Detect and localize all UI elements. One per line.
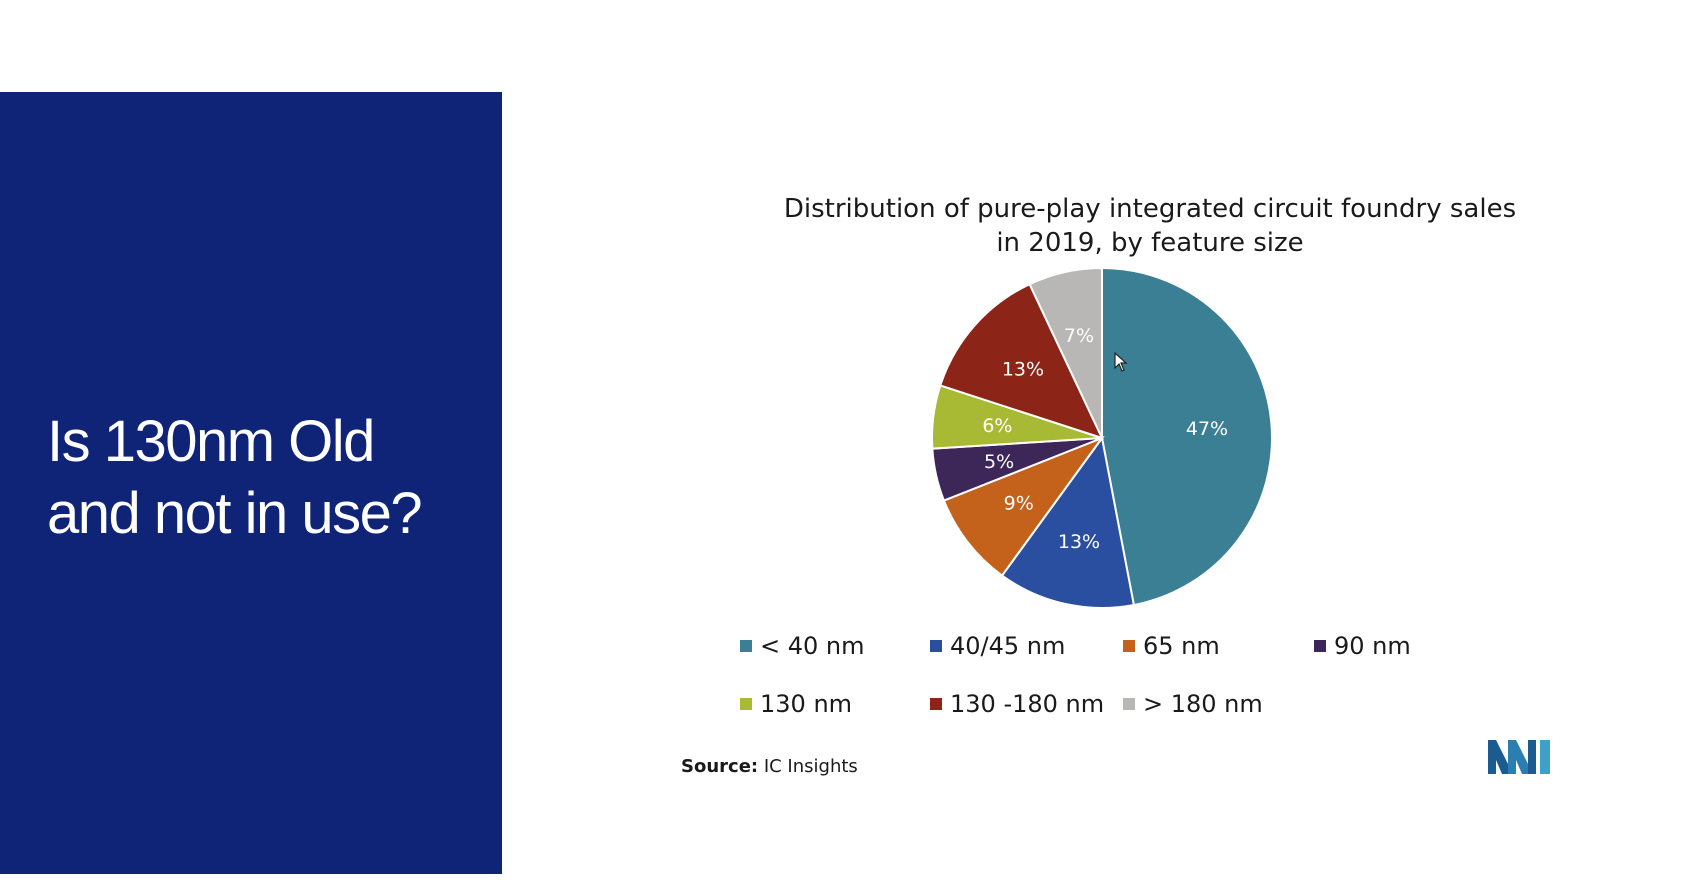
- slide-title-line-1: Is 130nm Old: [47, 409, 375, 474]
- slice-data-label: 47%: [1186, 418, 1228, 440]
- title-panel: [0, 92, 502, 874]
- slice-data-label: 6%: [982, 415, 1012, 437]
- legend-item: 130 -180 nm: [930, 690, 1104, 718]
- pie-slice: [942, 435, 1105, 577]
- slice-data-label: 7%: [1064, 325, 1094, 347]
- legend-label: 65 nm: [1143, 632, 1220, 660]
- legend-swatch: [1314, 640, 1326, 652]
- pie-slice: [1028, 266, 1103, 439]
- legend-swatch: [740, 698, 752, 710]
- legend-swatch: [1123, 640, 1135, 652]
- legend-label: 130 -180 nm: [950, 690, 1105, 718]
- slice-data-label: 13%: [1002, 358, 1044, 380]
- chart-title: Distribution of pure-play integrated cir…: [740, 192, 1560, 260]
- pie-slice: [939, 282, 1104, 440]
- legend-label: 130 nm: [760, 690, 853, 718]
- legend-swatch: [930, 640, 942, 652]
- chart-title-line-2: in 2019, by feature size: [996, 228, 1304, 258]
- legend-label: < 40 nm: [760, 632, 865, 660]
- legend-swatch: [930, 698, 942, 710]
- source-note: Source: IC Insights: [681, 756, 858, 777]
- slide-title-line-2: and not in use?: [47, 481, 423, 546]
- pie-slice: [1000, 435, 1136, 609]
- legend-item: 65 nm: [1123, 632, 1220, 660]
- chart-legend: < 40 nm 40/45 nm 65 nm 90 nm 130 nm 130 …: [740, 628, 1500, 748]
- source-prefix: Source:: [681, 756, 759, 777]
- legend-item: 90 nm: [1314, 632, 1411, 660]
- mordor-intelligence-logo: [1488, 740, 1550, 774]
- legend-item: 130 nm: [740, 690, 852, 718]
- slice-data-label: 13%: [1058, 531, 1100, 553]
- source-text: IC Insights: [758, 756, 858, 777]
- legend-label: 90 nm: [1334, 632, 1411, 660]
- legend-swatch: [740, 640, 752, 652]
- legend-item: > 180 nm: [1123, 690, 1263, 718]
- legend-item: 40/45 nm: [930, 632, 1065, 660]
- slide-title: Is 130nm Old and not in use?: [47, 406, 487, 550]
- legend-label: > 180 nm: [1143, 690, 1263, 718]
- legend-item: < 40 nm: [740, 632, 865, 660]
- legend-label: 40/45 nm: [950, 632, 1066, 660]
- mouse-pointer-icon: [1114, 352, 1128, 372]
- slice-data-label: 9%: [1004, 493, 1034, 515]
- chart-title-line-1: Distribution of pure-play integrated cir…: [783, 194, 1517, 224]
- slice-data-label: 5%: [984, 451, 1014, 473]
- pie-slice: [1101, 266, 1274, 607]
- pie-chart: 47% 13% 9% 5% 6% 13% 7%: [931, 266, 1274, 609]
- legend-swatch: [1123, 698, 1135, 710]
